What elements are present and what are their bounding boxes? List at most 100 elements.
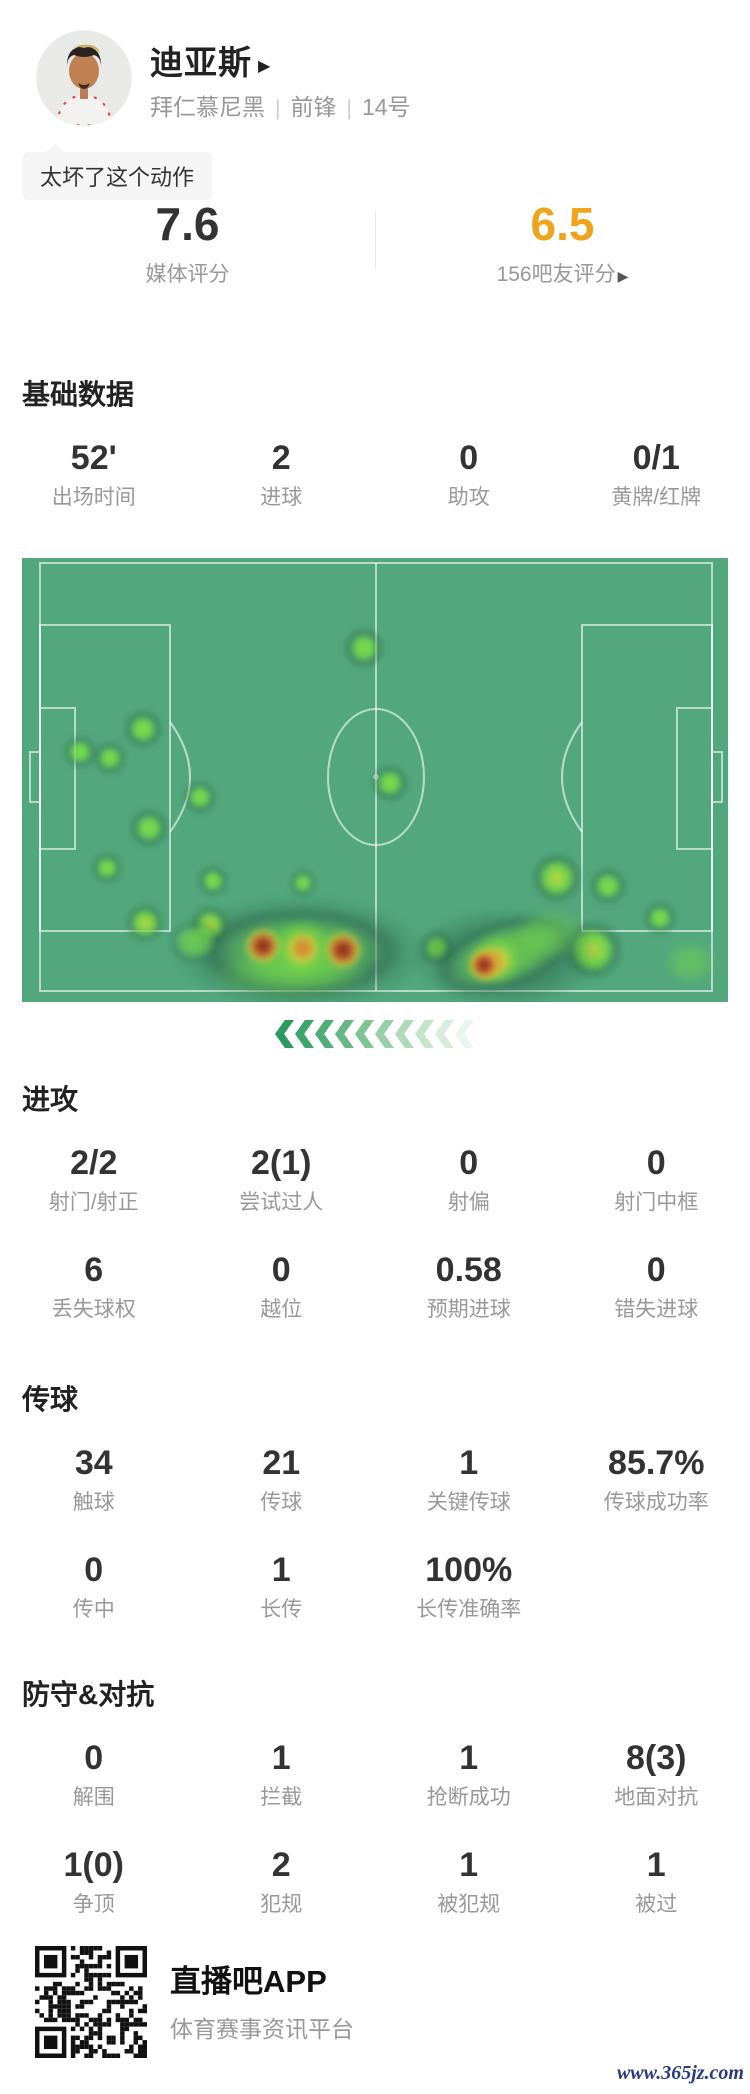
media-rating: 7.6 媒体评分 xyxy=(0,198,375,288)
stat-cell: 2(1) 尝试过人 xyxy=(188,1143,376,1216)
stat-value: 0 xyxy=(459,1144,479,1182)
player-name-text: 迪亚斯 xyxy=(150,44,252,81)
stat-value: 1 xyxy=(646,1846,666,1884)
separator: | xyxy=(346,97,352,120)
media-rating-value: 7.6 xyxy=(155,198,220,250)
stat-value: 21 xyxy=(262,1444,301,1482)
stat-cell: 52' 出场时间 xyxy=(0,438,188,511)
section-attack: 进攻 2/2 射门/射正 2(1) 尝试过人 0 射偏 0 射门中框 6 丢失球权 0 越位 0.58 预期… xyxy=(0,1083,750,1357)
left-chevron-icon xyxy=(455,1020,474,1048)
heat-spot xyxy=(529,852,585,904)
stat-value: 2/2 xyxy=(70,1144,118,1182)
stat-label: 射偏 xyxy=(447,1191,490,1214)
stat-label: 丢失球权 xyxy=(51,1298,136,1321)
stat-cell: 0/1 黄牌/红牌 xyxy=(563,438,750,511)
app-name: 直播吧APP xyxy=(170,1964,327,1999)
stat-cell: 8(3) 地面对抗 xyxy=(563,1738,750,1811)
stat-cell: 100% 长传准确率 xyxy=(375,1550,563,1623)
stat-cell: 2 进球 xyxy=(188,438,376,511)
player-subtitle: 拜仁慕尼黑 | 前锋 | 14号 xyxy=(150,88,411,122)
stat-value: 85.7% xyxy=(608,1444,705,1482)
left-chevron-icon xyxy=(395,1020,414,1048)
left-chevron-icon xyxy=(275,1020,294,1048)
heat-spot xyxy=(319,930,367,970)
heat-spot xyxy=(90,852,124,884)
stat-value: 0 xyxy=(271,1251,291,1289)
stat-cell: 0 射门中框 xyxy=(563,1143,750,1216)
player-position: 前锋 xyxy=(290,94,337,120)
stat-label: 地面对抗 xyxy=(614,1786,699,1809)
heat-spot xyxy=(342,627,386,669)
section-basic: 基础数据 52' 出场时间 2 进球 0 助攻 0/1 黄牌/红牌 xyxy=(0,378,750,545)
stat-label: 传中 xyxy=(72,1598,115,1621)
fans-rating-value: 6.5 xyxy=(530,198,595,250)
separator: | xyxy=(275,97,281,120)
heat-spot xyxy=(464,948,504,982)
stat-value: 1 xyxy=(271,1551,291,1589)
stat-cell: 1(0) 争顶 xyxy=(0,1845,188,1918)
stat-value: 0 xyxy=(84,1551,104,1589)
stat-value: 100% xyxy=(425,1551,513,1589)
left-chevron-icon xyxy=(315,1020,334,1048)
stat-value: 1 xyxy=(459,1739,479,1777)
stat-label: 关键传球 xyxy=(426,1491,511,1514)
app-tagline: 体育赛事资讯平台 xyxy=(170,2016,354,2042)
heat-spot xyxy=(288,869,318,897)
stat-cell: 34 触球 xyxy=(0,1443,188,1516)
stat-label: 传球成功率 xyxy=(603,1491,709,1514)
stat-value: 0 xyxy=(646,1144,666,1182)
stat-row: 52' 出场时间 2 进球 0 助攻 0/1 黄牌/红牌 xyxy=(0,438,750,511)
stat-label: 解围 xyxy=(72,1786,115,1809)
stat-cell: 1 被过 xyxy=(563,1845,750,1918)
bubble-tail xyxy=(45,143,65,163)
section-title: 传球 xyxy=(22,1384,79,1415)
stat-label: 传球 xyxy=(260,1491,303,1514)
left-chevron-icon xyxy=(355,1020,374,1048)
stat-label: 出场时间 xyxy=(51,486,136,509)
heat-spot xyxy=(642,901,678,935)
heat-spot xyxy=(588,867,628,905)
stat-label: 争顶 xyxy=(72,1893,115,1916)
stat-row: 1(0) 争顶 2 犯规 1 被犯规 1 被过 xyxy=(0,1845,750,1918)
section-title: 防守&对抗 xyxy=(22,1679,155,1710)
rating-divider xyxy=(375,212,376,268)
stat-row: 6 丢失球权 0 越位 0.58 预期进球 0 错失进球 xyxy=(0,1250,750,1323)
left-chevron-icon xyxy=(335,1020,354,1048)
player-name[interactable]: 迪亚斯 ▶ xyxy=(150,36,271,84)
stat-label: 被犯规 xyxy=(437,1893,501,1916)
stat-cell: 0.58 预期进球 xyxy=(375,1250,563,1323)
stat-value: 1 xyxy=(271,1739,291,1777)
player-photo-icon xyxy=(37,31,131,125)
stat-cell: 0 错失进球 xyxy=(563,1250,750,1323)
heat-spot xyxy=(664,940,716,984)
stat-label: 预期进球 xyxy=(426,1298,511,1321)
stat-row: 2/2 射门/射正 2(1) 尝试过人 0 射偏 0 射门中框 xyxy=(0,1143,750,1216)
stat-label: 尝试过人 xyxy=(239,1191,324,1214)
stat-label: 助攻 xyxy=(447,486,490,509)
comment-badge: 太坏了这个动作 xyxy=(22,143,213,200)
stat-cell: 85.7% 传球成功率 xyxy=(563,1443,750,1516)
stat-cell: 2 犯规 xyxy=(188,1845,376,1918)
heat-spot xyxy=(123,903,167,943)
stat-label: 错失进球 xyxy=(614,1298,699,1321)
heatmap-field xyxy=(22,558,728,1002)
heat-spot xyxy=(196,865,230,897)
heat-spot xyxy=(168,920,222,964)
fans-rating[interactable]: 6.5 156吧友评分 ▶ xyxy=(375,198,750,288)
section-defense: 防守&对抗 0 解围 1 拦截 1 抢断成功 8(3) 地面对抗 1(0) 争顶 2 犯规 1 被犯规 1 被过 xyxy=(0,1678,750,1952)
stat-value: 52' xyxy=(70,439,117,477)
stat-value: 2 xyxy=(271,439,291,477)
chevron-right-icon: ▶ xyxy=(617,268,629,284)
heat-spot xyxy=(122,709,164,749)
heat-spot xyxy=(241,927,285,965)
stat-value: 1 xyxy=(459,1444,479,1482)
player-number: 14号 xyxy=(361,94,411,120)
stat-row: 0 解围 1 拦截 1 抢断成功 8(3) 地面对抗 xyxy=(0,1738,750,1811)
qr-code-icon xyxy=(35,1946,147,2058)
stat-value: 0.58 xyxy=(435,1251,502,1289)
stat-label: 越位 xyxy=(260,1298,303,1321)
stat-label: 被过 xyxy=(635,1893,678,1916)
fans-rating-label[interactable]: 156吧友评分 ▶ xyxy=(375,258,750,288)
stat-value: 6 xyxy=(84,1251,104,1289)
stat-value: 34 xyxy=(74,1444,113,1482)
